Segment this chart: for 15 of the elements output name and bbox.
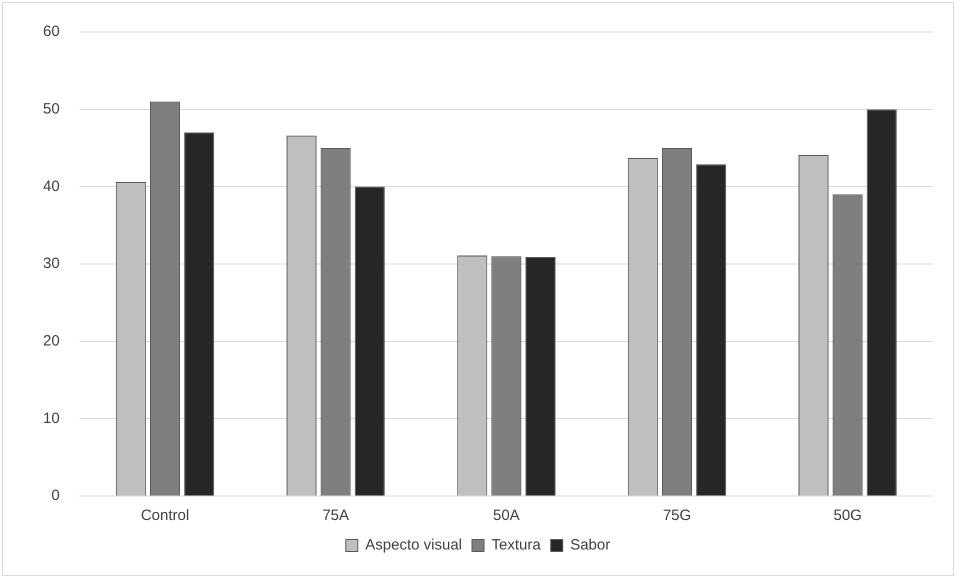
x-tick-label: 50A	[492, 507, 520, 524]
x-tick-label: 75G	[662, 507, 692, 524]
x-tick-label: 75A	[322, 507, 350, 524]
y-tick-label: 10	[42, 410, 60, 427]
y-tick-label: 0	[51, 487, 60, 504]
y-tick-label: 60	[42, 23, 60, 40]
legend-label: Sabor	[570, 536, 610, 554]
legend-label: Aspecto visual	[365, 536, 462, 554]
y-tick-label: 30	[42, 255, 60, 272]
x-tick-label: 50G	[833, 507, 862, 524]
x-tick-label: Control	[140, 507, 190, 524]
y-tick-label: 20	[42, 332, 60, 350]
legend-label: Textura	[492, 536, 542, 554]
y-tick-label: 40	[42, 178, 60, 195]
y-tick-label: 50	[42, 100, 60, 118]
